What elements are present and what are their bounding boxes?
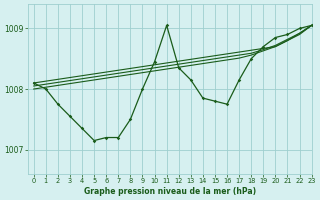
X-axis label: Graphe pression niveau de la mer (hPa): Graphe pression niveau de la mer (hPa) [84,187,256,196]
